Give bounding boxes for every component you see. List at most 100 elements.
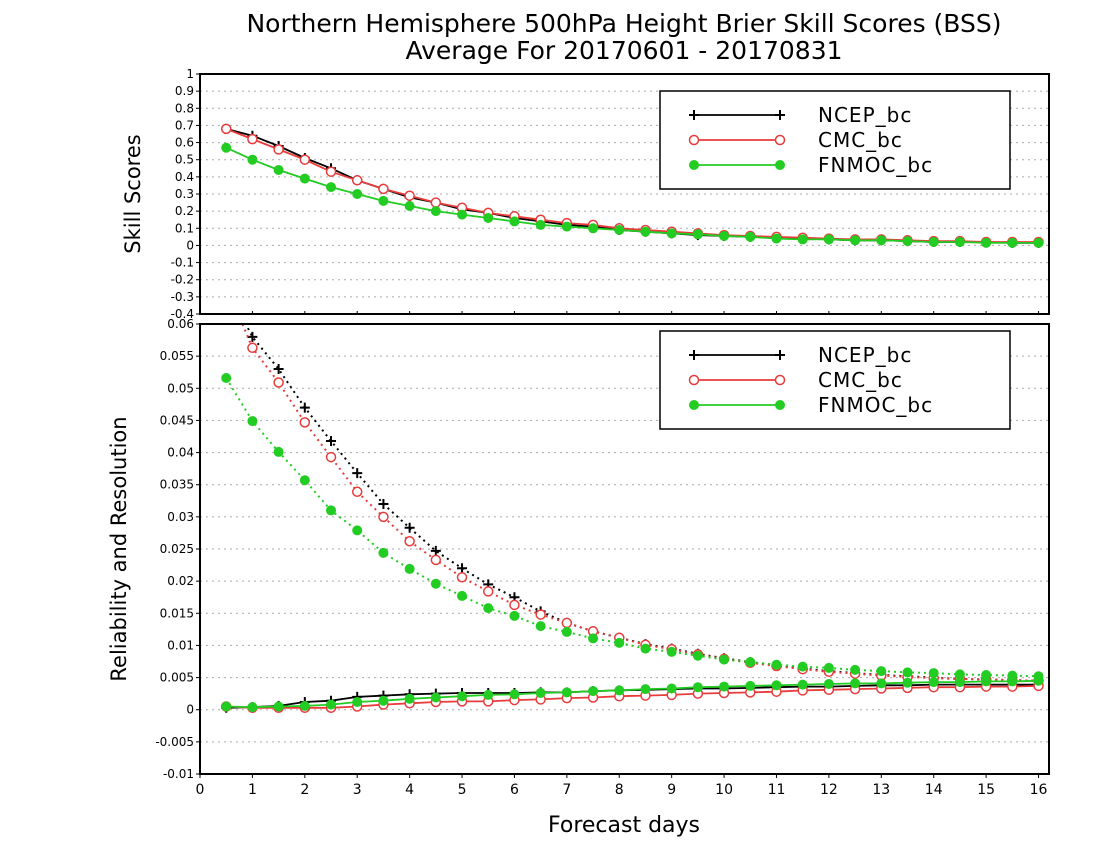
filled-circle-marker [692, 229, 703, 240]
filled-circle-marker [221, 142, 232, 153]
y-tick-label: 0 [186, 238, 194, 252]
filled-circle-marker [352, 697, 363, 707]
filled-circle-marker [1033, 237, 1044, 248]
open-circle-marker [430, 197, 442, 208]
y-axis: -0.01 -0.005 0 0.005 0.01 0.015 0.02 0.025 0.03 0… [155, 317, 200, 781]
filled-circle-marker [457, 209, 468, 220]
series-line-cmc-bc-reliability [241, 324, 1039, 682]
filled-circle-marker [902, 667, 913, 678]
legend-label: NCEP_bc [818, 103, 912, 127]
filled-circle-marker [823, 679, 834, 689]
y-tick-label: 0.005 [160, 671, 194, 685]
filled-circle-marker [221, 373, 232, 383]
filled-circle-marker [1007, 676, 1018, 687]
open-circle-marker [774, 134, 786, 146]
y-tick-label: -0.4 [171, 307, 194, 321]
filled-circle-marker [797, 661, 808, 672]
filled-circle-marker [666, 683, 677, 694]
filled-circle-marker [902, 236, 913, 247]
plus-marker [326, 436, 337, 446]
filled-circle-marker [352, 189, 363, 199]
x-tick-label: 0 [196, 782, 205, 798]
chart-subtitle: Average For 20170601 - 20170831 [405, 36, 842, 65]
filled-circle-marker [483, 213, 494, 223]
filled-circle-marker [326, 505, 337, 516]
filled-circle-marker [299, 700, 310, 711]
filled-circle-marker [509, 689, 520, 700]
filled-circle-marker [588, 223, 599, 234]
plus-marker [775, 110, 785, 120]
open-circle-marker [404, 190, 415, 201]
plus-marker [404, 522, 415, 533]
legend-label: CMC_bc [818, 128, 903, 152]
filled-circle-marker [797, 679, 808, 690]
legend-label: CMC_bc [818, 368, 903, 392]
filled-circle-marker [404, 201, 415, 211]
y-axis-label: Reliability and Resolution [107, 416, 131, 681]
y-tick-label: 0.7 [175, 118, 194, 132]
filled-circle-marker [850, 678, 861, 689]
chart-title: Northern Hemisphere 500hPa Height Brier … [246, 9, 1001, 38]
filled-circle-marker [457, 691, 468, 702]
y-tick-label: 0.1 [175, 221, 194, 235]
filled-circle-marker [378, 195, 389, 206]
filled-circle-marker [588, 633, 599, 644]
filled-circle-marker [614, 685, 625, 696]
y-tick-label: 0.01 [167, 638, 194, 652]
filled-circle-marker [457, 590, 468, 601]
filled-circle-marker [299, 475, 310, 486]
filled-circle-marker [640, 643, 651, 654]
filled-circle-marker [902, 677, 913, 688]
open-circle-marker [378, 511, 389, 523]
filled-circle-marker [666, 646, 677, 657]
open-circle-marker [774, 374, 786, 386]
filled-circle-marker [404, 693, 415, 704]
filled-circle-marker [771, 659, 782, 670]
open-circle-marker [378, 183, 389, 195]
x-tick-label: 6 [510, 782, 519, 798]
series-line-fnmoc-bc-reliability [225, 377, 1039, 678]
filled-circle-marker [483, 689, 494, 700]
open-circle-marker [351, 486, 363, 498]
open-circle-marker [509, 599, 520, 611]
filled-circle-marker [273, 446, 284, 457]
filled-circle-marker [588, 686, 599, 697]
y-tick-label: 0.035 [160, 478, 194, 492]
filled-circle-marker [561, 221, 572, 232]
open-circle-marker [220, 123, 232, 135]
filled-circle-marker [689, 400, 699, 410]
y-tick-label: 0.6 [175, 136, 194, 150]
filled-circle-marker [247, 416, 258, 427]
filled-circle-marker [823, 662, 834, 673]
filled-circle-marker [509, 216, 520, 227]
x-tick-label: 8 [615, 782, 624, 798]
open-circle-marker [535, 609, 546, 620]
x-tick-label: 3 [353, 782, 362, 798]
filled-circle-marker [273, 701, 284, 712]
skill-scores-panel: -0.4 -0.3 -0.2 -0.1 0 0.1 0.2 0.3 0.4 0.5 0.6 0.7 0.… [121, 67, 1050, 321]
y-tick-label: 0.025 [160, 542, 194, 556]
x-tick-label: 12 [820, 782, 838, 798]
filled-circle-marker [535, 688, 546, 698]
y-tick-label: -0.3 [171, 290, 194, 304]
open-circle-marker [273, 144, 284, 155]
open-circle-marker [688, 134, 700, 146]
filled-circle-marker [483, 603, 494, 614]
filled-circle-marker [1033, 675, 1044, 686]
filled-circle-marker [689, 160, 699, 170]
filled-circle-marker [775, 400, 785, 410]
y-tick-label: 0.03 [167, 510, 194, 524]
y-tick-label: 0.055 [160, 349, 194, 363]
filled-circle-marker [430, 206, 441, 217]
filled-circle-marker [326, 182, 337, 193]
open-circle-marker [247, 133, 258, 145]
filled-circle-marker [771, 233, 782, 244]
filled-circle-marker [981, 237, 992, 248]
filled-circle-marker [326, 699, 337, 710]
open-circle-marker [404, 536, 415, 547]
open-circle-marker [273, 377, 284, 388]
filled-circle-marker [719, 681, 730, 692]
